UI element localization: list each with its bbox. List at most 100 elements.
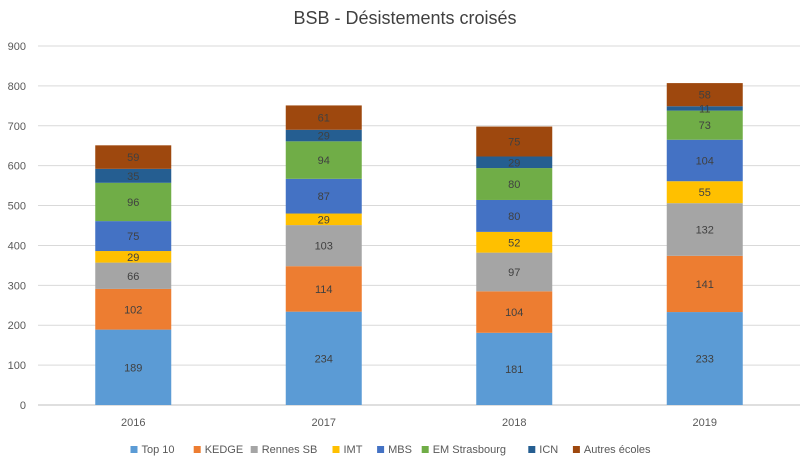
data-label: 73 xyxy=(699,120,711,132)
data-label: 102 xyxy=(124,304,142,316)
legend-swatch xyxy=(421,446,429,453)
bar-segment xyxy=(476,126,553,157)
x-tick-label: 2017 xyxy=(312,417,336,429)
y-tick-label: 900 xyxy=(8,41,26,53)
bar-segment xyxy=(285,105,362,130)
data-label: 80 xyxy=(508,179,520,191)
bar-segment xyxy=(95,288,172,330)
data-label: 97 xyxy=(508,267,520,279)
legend-label: MBS xyxy=(388,444,412,456)
data-label: 75 xyxy=(127,231,139,243)
bar-segment xyxy=(666,203,743,256)
bar-segment xyxy=(285,178,362,214)
data-label: 114 xyxy=(315,284,333,296)
y-axis-tick-labels: 0 100 200 300 400 500 600 700 800 900 xyxy=(8,41,26,412)
bar-segment xyxy=(666,106,743,111)
legend-swatch xyxy=(130,446,138,453)
y-tick-label: 500 xyxy=(8,201,26,213)
bar-segment xyxy=(95,262,172,289)
bar-segment xyxy=(285,141,362,179)
bar-segment xyxy=(666,255,743,313)
y-tick-label: 600 xyxy=(8,161,26,173)
y-tick-label: 300 xyxy=(8,280,26,292)
data-label: 141 xyxy=(696,279,714,291)
data-label: 35 xyxy=(127,171,139,183)
legend-label: EM Strasbourg xyxy=(433,444,506,456)
bar-segment xyxy=(476,291,553,333)
legend-swatch xyxy=(193,446,201,453)
data-label: 29 xyxy=(127,252,139,264)
legend-label: IMT xyxy=(344,444,363,456)
legend-swatch xyxy=(377,446,385,453)
legend: Top 10 KEDGE Rennes SB IMT MBS EM Strasbourg I… xyxy=(130,444,651,456)
data-label: 96 xyxy=(127,197,139,209)
bar-segment xyxy=(476,156,553,169)
y-tick-label: 800 xyxy=(8,81,26,93)
data-label: 61 xyxy=(318,113,330,125)
data-label: 58 xyxy=(699,90,711,102)
chart-title: BSB - Désistements croisés xyxy=(293,8,516,28)
x-tick-label: 2016 xyxy=(121,417,145,429)
legend-label: Autres écoles xyxy=(584,444,651,456)
legend-swatch xyxy=(332,446,340,453)
bar-segment xyxy=(666,312,743,405)
bar-segment xyxy=(666,110,743,140)
y-tick-label: 400 xyxy=(8,240,26,252)
data-label: 103 xyxy=(315,241,333,253)
data-label: 181 xyxy=(505,364,523,376)
legend-label: ICN xyxy=(539,444,558,456)
data-label: 55 xyxy=(699,187,711,199)
y-tick-label: 700 xyxy=(8,121,26,133)
bar-segment xyxy=(285,266,362,312)
bar-segment xyxy=(666,83,743,107)
legend-label: Rennes SB xyxy=(262,444,318,456)
x-axis-tick-labels: 2016 2017 2018 2019 xyxy=(121,417,717,429)
data-label: 104 xyxy=(696,155,714,167)
x-tick-label: 2018 xyxy=(502,417,526,429)
bar-segment xyxy=(476,332,553,405)
data-label: 80 xyxy=(508,211,520,223)
data-label: 234 xyxy=(315,353,333,365)
x-tick-label: 2019 xyxy=(693,417,717,429)
data-label: 52 xyxy=(508,237,520,249)
y-tick-label: 100 xyxy=(8,360,26,372)
data-label: 29 xyxy=(318,214,330,226)
bar-segment xyxy=(666,139,743,182)
bar-segment xyxy=(95,145,172,169)
data-label: 66 xyxy=(127,271,139,283)
y-tick-label: 200 xyxy=(8,320,26,332)
legend-label: Top 10 xyxy=(142,444,175,456)
bar-segment xyxy=(285,311,362,405)
data-label: 75 xyxy=(508,137,520,149)
data-label: 132 xyxy=(696,224,714,236)
data-label: 29 xyxy=(318,131,330,143)
data-label: 94 xyxy=(318,155,330,167)
data-label: 59 xyxy=(127,152,139,164)
bar-segment xyxy=(95,182,172,222)
data-label: 104 xyxy=(505,307,523,319)
bar-segment xyxy=(476,252,553,292)
data-label: 189 xyxy=(124,362,142,374)
bar-segment xyxy=(476,168,553,200)
data-label: 233 xyxy=(696,354,714,366)
bar-segment xyxy=(666,181,743,204)
bar-segment xyxy=(95,221,172,252)
data-labels: 189 102 66 29 75 96 35 59 234 114 103 29 87 94 29 61 181… xyxy=(124,90,714,376)
bar-segment xyxy=(285,129,362,142)
data-label: 29 xyxy=(508,157,520,169)
y-tick-label: 0 xyxy=(20,400,26,412)
bar-segment xyxy=(285,225,362,267)
bar-segment xyxy=(476,231,553,253)
bar-segment xyxy=(95,329,172,405)
legend-label: KEDGE xyxy=(205,444,244,456)
legend-swatch xyxy=(250,446,258,453)
legend-swatch xyxy=(572,446,580,453)
bar-segment xyxy=(95,251,172,263)
bars xyxy=(95,83,743,405)
data-label: 11 xyxy=(699,103,710,115)
bar-segment xyxy=(285,213,362,226)
bar-segment xyxy=(476,199,553,232)
legend-swatch xyxy=(528,446,536,453)
